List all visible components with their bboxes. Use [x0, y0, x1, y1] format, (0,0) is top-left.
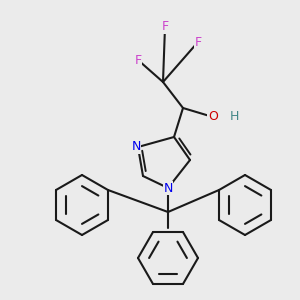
Text: F: F	[161, 20, 169, 34]
Text: F: F	[194, 35, 202, 49]
Text: N: N	[163, 182, 173, 194]
Text: H: H	[229, 110, 239, 124]
Text: N: N	[131, 140, 141, 154]
Text: O: O	[208, 110, 218, 124]
Text: F: F	[134, 53, 142, 67]
